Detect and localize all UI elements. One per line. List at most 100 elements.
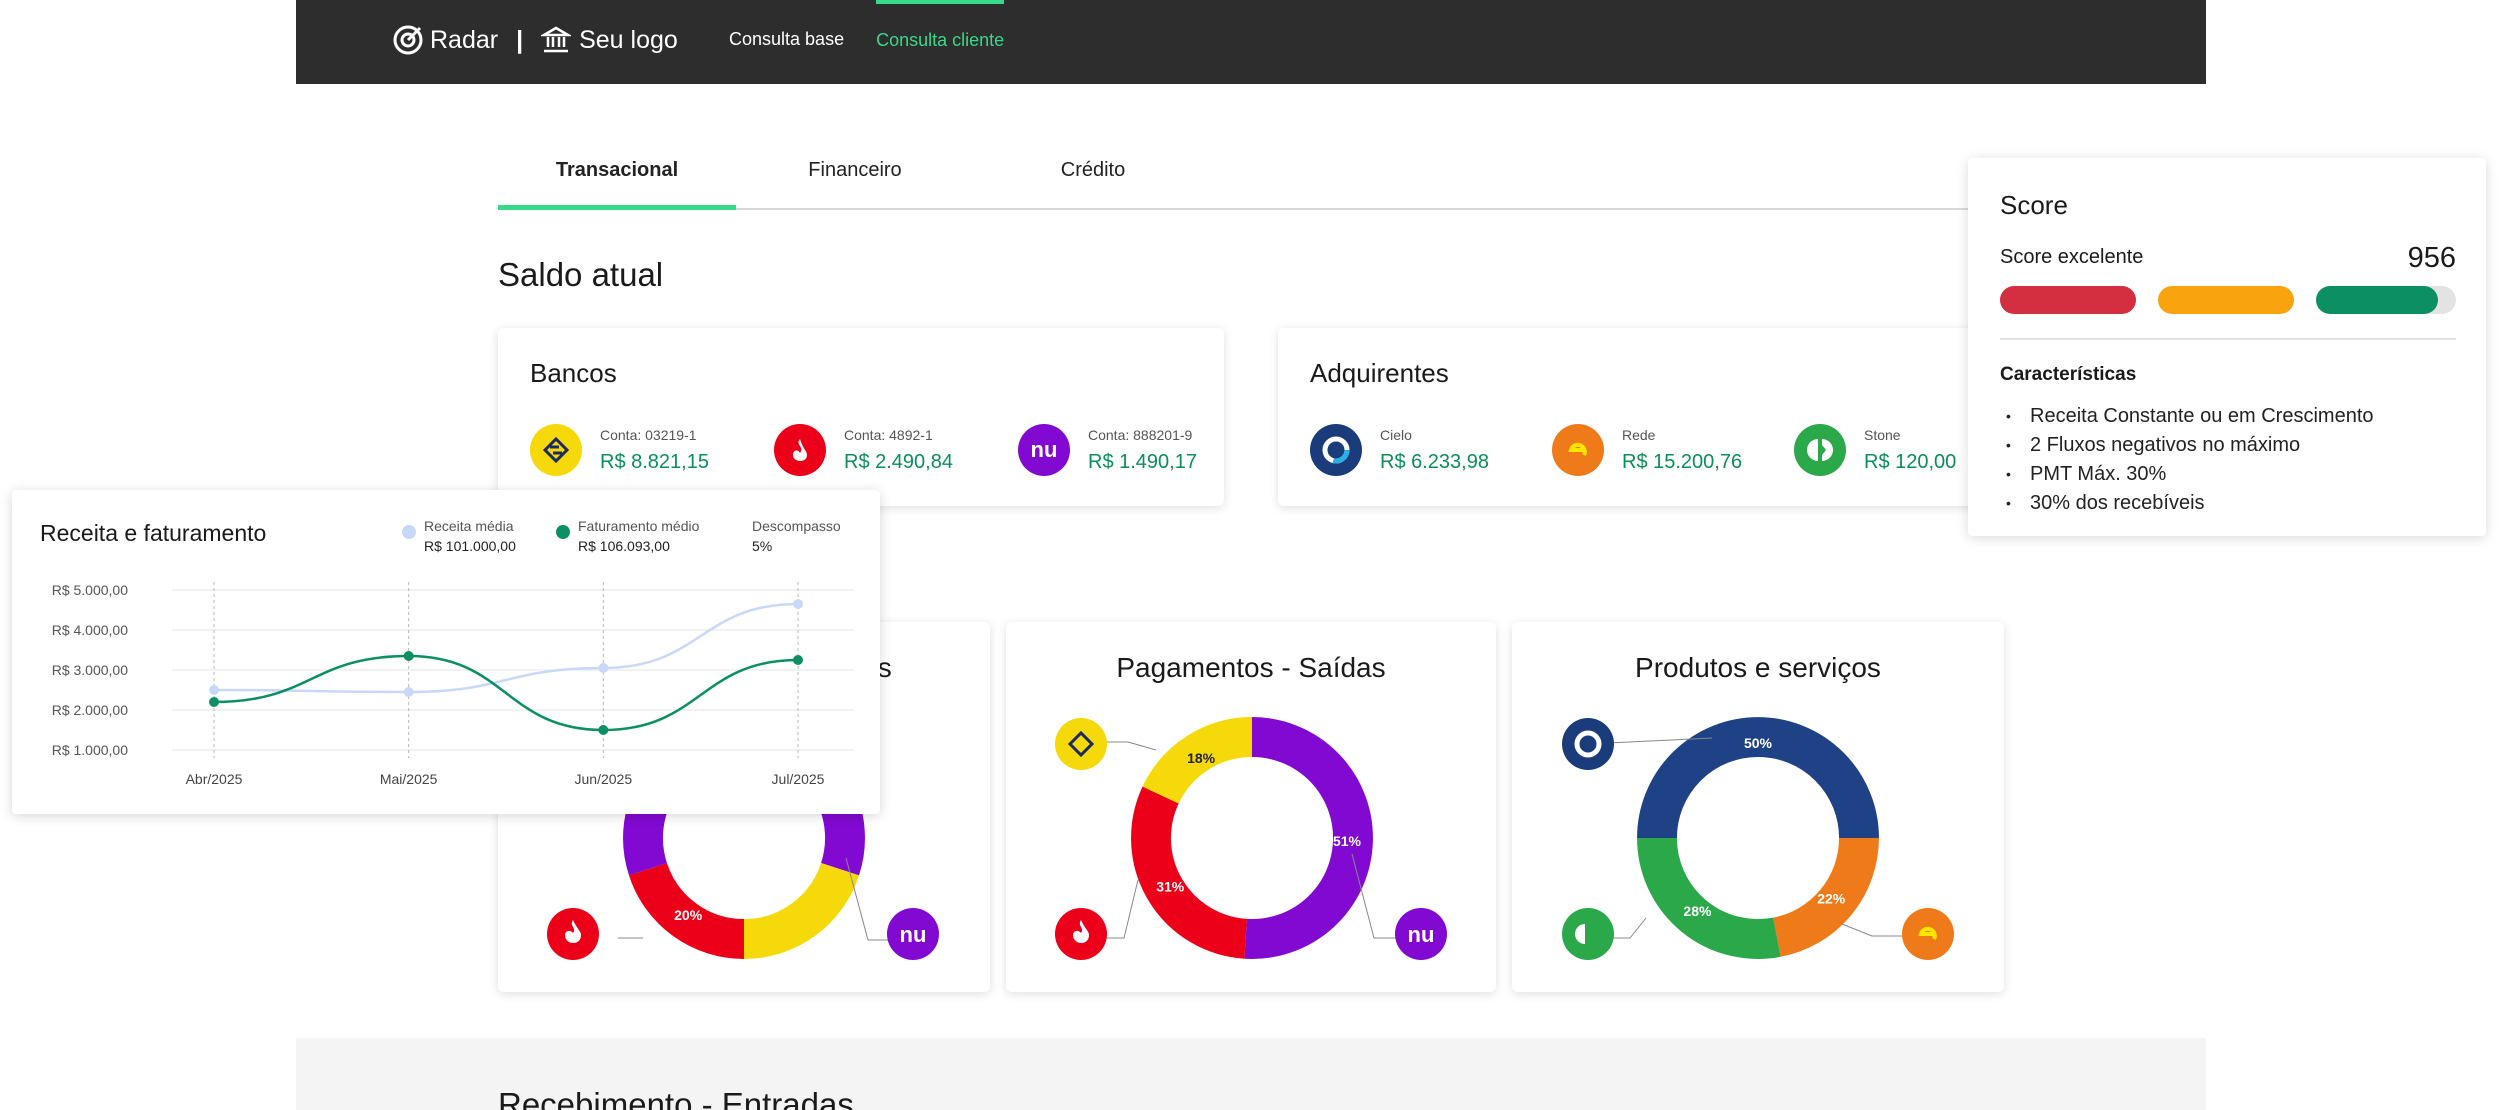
donut-slice-label: 20% xyxy=(674,907,703,923)
account-label: Conta: 888201-9 xyxy=(1088,426,1193,443)
donut-chart-produtos: 22% 28% 50% xyxy=(1562,717,1954,960)
data-point[interactable] xyxy=(598,725,609,735)
y-tick-label: R$ 1.000,00 xyxy=(52,742,128,758)
data-point[interactable] xyxy=(403,687,414,697)
donut-slice-label: 28% xyxy=(1683,903,1712,919)
score-value: 956 xyxy=(2407,242,2456,274)
nav-consulta-cliente[interactable]: Consulta cliente xyxy=(876,0,1005,84)
bank-account[interactable]: Conta: 03219-1 R$ 8.821,15 xyxy=(530,424,709,476)
x-tick-label: Mai/2025 xyxy=(380,771,438,787)
score-bar-low xyxy=(2000,286,2136,314)
radar-icon xyxy=(393,25,423,55)
account-label: Conta: 03219-1 xyxy=(600,426,697,443)
bank-account[interactable]: nu Conta: 888201-9 R$ 1.490,17 xyxy=(1018,424,1197,476)
tab-transacional[interactable]: Transacional xyxy=(498,150,736,210)
score-panel: Score Score excelente 956 Característica… xyxy=(1968,158,2486,536)
y-tick-label: R$ 4.000,00 xyxy=(52,622,128,638)
logo-text: Seu logo xyxy=(579,25,678,54)
donut-slice xyxy=(1637,837,1781,959)
bancos-title: Bancos xyxy=(530,358,617,388)
x-tick-label: Jun/2025 xyxy=(575,771,633,787)
y-tick-label: R$ 2.000,00 xyxy=(52,702,128,718)
account-balance: R$ 8.821,15 xyxy=(600,450,709,473)
donut-slice xyxy=(628,862,745,959)
nubank-logo-icon xyxy=(1395,908,1447,960)
stone-logo-icon xyxy=(1562,908,1614,960)
tab-credito[interactable]: Crédito xyxy=(1060,159,1126,181)
account-label: Conta: 4892-1 xyxy=(844,426,933,443)
nubank-logo-icon: nu xyxy=(1018,424,1070,476)
top-navbar: Radar | Seu logo Consulta base Consulta … xyxy=(296,0,2206,84)
series-line xyxy=(213,602,799,694)
list-item: PMT Máx. 30% xyxy=(2000,460,2374,489)
data-point[interactable] xyxy=(793,655,803,665)
donut-chart-pagamentos: 51% 31% 18% nu xyxy=(1055,717,1447,960)
acquirer-account[interactable]: Cielo R$ 6.233,98 xyxy=(1310,424,1489,476)
donut-slice-label: 50% xyxy=(1744,735,1773,751)
cielo-logo-icon xyxy=(1562,718,1614,770)
footer-section: Recebimento - Entradas xyxy=(296,1038,2206,1110)
brand-name: Radar xyxy=(430,25,499,54)
acquirer-account[interactable]: Rede R$ 15.200,76 xyxy=(1552,424,1742,476)
donut-slice-label: 51% xyxy=(1333,833,1362,849)
account-balance: R$ 6.233,98 xyxy=(1380,450,1489,473)
x-tick-label: Jul/2025 xyxy=(772,771,825,787)
tab-financeiro[interactable]: Financeiro xyxy=(808,159,902,181)
x-tick-label: Abr/2025 xyxy=(186,771,243,787)
donut-slice xyxy=(1131,786,1248,959)
rede-logo-icon xyxy=(1552,424,1604,476)
data-point[interactable] xyxy=(209,697,219,707)
donut-slice-label: 18% xyxy=(1187,750,1216,766)
divider xyxy=(2000,338,2456,340)
score-status: Score excelente xyxy=(2000,246,2144,268)
revenue-chart-panel: Receita e faturamento Receita média R$ 10… xyxy=(12,490,880,814)
legend-label: Faturamento médio xyxy=(578,518,700,534)
santander-logo-icon xyxy=(774,424,826,476)
stone-logo-icon xyxy=(1794,424,1846,476)
main-nav: Consulta base Consulta cliente xyxy=(729,0,1036,84)
data-point[interactable] xyxy=(209,685,219,695)
y-tick-label: R$ 3.000,00 xyxy=(52,662,128,678)
legend-receita: Receita média R$ 101.000,00 xyxy=(402,518,516,554)
svg-text:nu: nu xyxy=(900,922,927,947)
legend-value: 5% xyxy=(752,538,773,554)
bank-icon xyxy=(541,26,572,53)
nubank-logo-icon xyxy=(887,908,939,960)
revenue-line-chart: R$ 5.000,00 R$ 4.000,00 R$ 3.000,00 R$ 2.00… xyxy=(52,582,854,787)
data-point[interactable] xyxy=(403,651,414,661)
donut-slice-label: 22% xyxy=(1817,891,1846,907)
data-point[interactable] xyxy=(598,663,609,673)
adquirentes-title: Adquirentes xyxy=(1310,358,1449,388)
account-label: Stone xyxy=(1864,426,1901,443)
account-balance: R$ 15.200,76 xyxy=(1622,450,1743,473)
account-balance: R$ 1.490,17 xyxy=(1088,450,1197,473)
legend-faturamento: Faturamento médio R$ 106.093,00 xyxy=(556,518,700,554)
revenue-chart-title: Receita e faturamento xyxy=(40,520,267,546)
brand-separator: | xyxy=(516,25,524,54)
list-item: Receita Constante ou em Crescimento xyxy=(2000,402,2374,431)
donut-slice xyxy=(743,862,860,959)
data-point[interactable] xyxy=(793,599,803,609)
brand[interactable]: Radar | Seu logo xyxy=(392,24,678,56)
tab-bar: Transacional Financeiro Crédito xyxy=(498,150,1998,210)
donut-slice xyxy=(1244,717,1373,959)
donut-callouts xyxy=(618,857,892,941)
svg-text:nu: nu xyxy=(1408,922,1435,947)
donut-card-pagamentos: Pagamentos - Saídas 51% 31% 18% nu xyxy=(1006,622,1496,992)
nav-consulta-base[interactable]: Consulta base xyxy=(729,29,845,49)
account-balance: R$ 2.490,84 xyxy=(844,450,953,473)
donut-slice xyxy=(1142,717,1253,805)
series-line xyxy=(213,654,799,732)
legend-value: R$ 106.093,00 xyxy=(578,538,670,554)
account-balance: R$ 120,00 xyxy=(1864,450,1957,473)
donut-slice-label: 31% xyxy=(1156,878,1185,894)
characteristics-list: Receita Constante ou em Crescimento 2 Fl… xyxy=(2000,402,2374,518)
legend-label: Descompasso xyxy=(752,518,841,534)
donut-card-produtos: Produtos e serviços 22% 28% 50% xyxy=(1512,622,2004,992)
bank-account[interactable]: Conta: 4892-1 R$ 2.490,84 xyxy=(774,424,953,476)
section-title-saldo: Saldo atual xyxy=(498,256,664,293)
list-item: 30% dos recebíveis xyxy=(2000,489,2374,518)
acquirer-account[interactable]: Stone R$ 120,00 xyxy=(1794,424,1956,476)
donut-title-produtos: Produtos e serviços xyxy=(1635,652,1881,683)
banco-do-brasil-logo-icon xyxy=(1055,718,1107,770)
